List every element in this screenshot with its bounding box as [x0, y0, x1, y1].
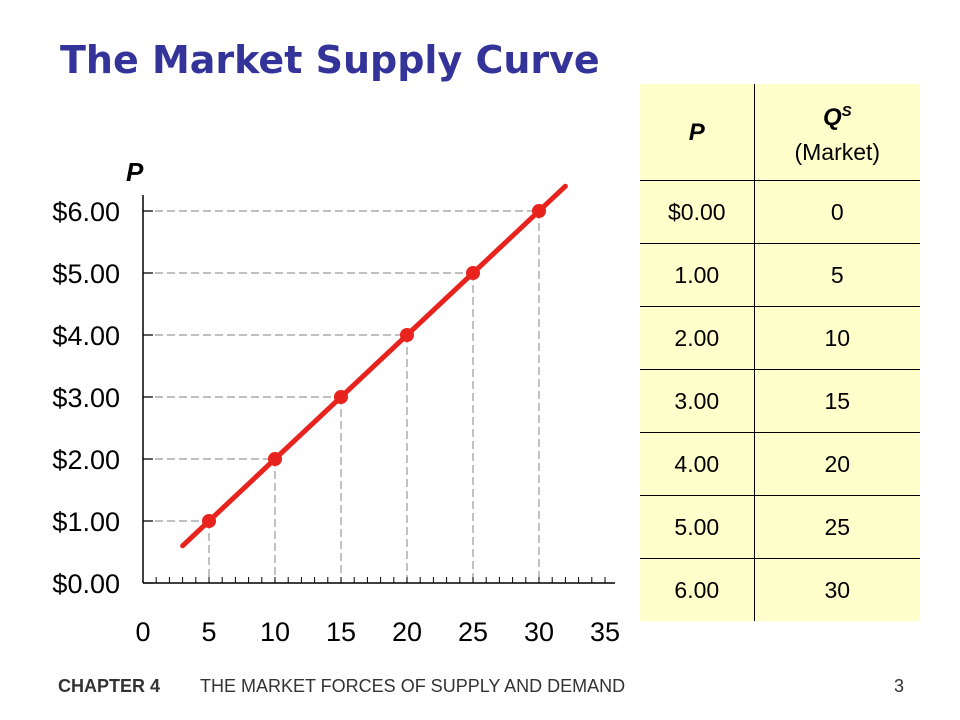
header-p-label: P — [688, 118, 705, 146]
data-point — [334, 390, 348, 404]
y-tick-label: $5.00 — [52, 259, 120, 289]
x-tick-label: 0 — [135, 617, 150, 647]
data-point — [268, 452, 282, 466]
line-layer — [180, 183, 568, 549]
x-tick-label: 10 — [260, 617, 290, 647]
page-number: 3 — [894, 676, 905, 696]
table-cell-quantity: 30 — [754, 558, 920, 621]
supply-curve-line — [180, 183, 568, 549]
y-axis-label: P — [126, 157, 144, 187]
supply-schedule-table: P QS (Market) $0.00 0 1.00 5 2.00 10 3.00 15 4.0… — [640, 84, 920, 621]
x-tick-label: 25 — [458, 617, 488, 647]
x-tick-label: 15 — [326, 617, 356, 647]
x-tick-label: 20 — [392, 617, 422, 647]
table-row: 2.00 10 — [640, 306, 920, 370]
footer-title: THE MARKET FORCES OF SUPPLY AND DEMAND — [200, 676, 626, 696]
table-row: $0.00 0 — [640, 180, 920, 244]
x-tick-label: 5 — [201, 617, 216, 647]
table-row: 1.00 5 — [640, 243, 920, 307]
table-cell-quantity: 20 — [754, 432, 920, 496]
table-row: 4.00 20 — [640, 432, 920, 496]
table-cell-price: 6.00 — [640, 558, 755, 621]
slide-footer: CHAPTER 4 THE MARKET FORCES OF SUPPLY AN… — [0, 676, 960, 700]
data-point — [202, 514, 216, 528]
points-layer — [202, 204, 546, 528]
table-cell-quantity: 25 — [754, 495, 920, 559]
labels-layer: $0.00 $1.00 $2.00 $3.00 $4.00 $5.00 $6.00 0 5 10 1… — [52, 197, 620, 647]
y-tick-label: $6.00 — [52, 197, 120, 227]
y-tick-label: $0.00 — [52, 569, 120, 599]
data-point — [400, 328, 414, 342]
table-cell-price: 4.00 — [640, 432, 755, 496]
supply-chart: $0.00 $1.00 $2.00 $3.00 $4.00 $5.00 $6.00 0 5 10 1… — [52, 157, 620, 647]
data-point — [532, 204, 546, 218]
table-row: 3.00 15 — [640, 369, 920, 433]
table-cell-quantity: 10 — [754, 306, 920, 370]
y-tick-label: $1.00 — [52, 507, 120, 537]
ticks-layer — [143, 210, 606, 584]
table-header-q: QS (Market) — [754, 84, 920, 181]
x-tick-label: 35 — [590, 617, 620, 647]
y-tick-label: $3.00 — [52, 383, 120, 413]
page-title: The Market Supply Curve — [60, 38, 600, 82]
y-tick-label: $4.00 — [52, 321, 120, 351]
y-tick-label: $2.00 — [52, 445, 120, 475]
table-cell-price: $0.00 — [640, 180, 755, 244]
table-cell-price: 3.00 — [640, 369, 755, 433]
table-header-p: P — [640, 84, 755, 181]
grid-layer — [143, 210, 540, 583]
table-cell-quantity: 0 — [754, 180, 920, 244]
axis-layer — [142, 195, 615, 584]
footer-chapter: CHAPTER 4 — [58, 676, 161, 696]
data-point — [466, 266, 480, 280]
header-q-sub: (Market) — [794, 139, 881, 165]
table-row: 5.00 25 — [640, 495, 920, 559]
table-cell-price: 2.00 — [640, 306, 755, 370]
table-row: 6.00 30 — [640, 558, 920, 621]
header-q-label: QS — [822, 103, 852, 131]
table-cell-price: 5.00 — [640, 495, 755, 559]
table-cell-quantity: 15 — [754, 369, 920, 433]
x-tick-label: 30 — [524, 617, 554, 647]
table-cell-price: 1.00 — [640, 243, 755, 307]
table-cell-quantity: 5 — [754, 243, 920, 307]
